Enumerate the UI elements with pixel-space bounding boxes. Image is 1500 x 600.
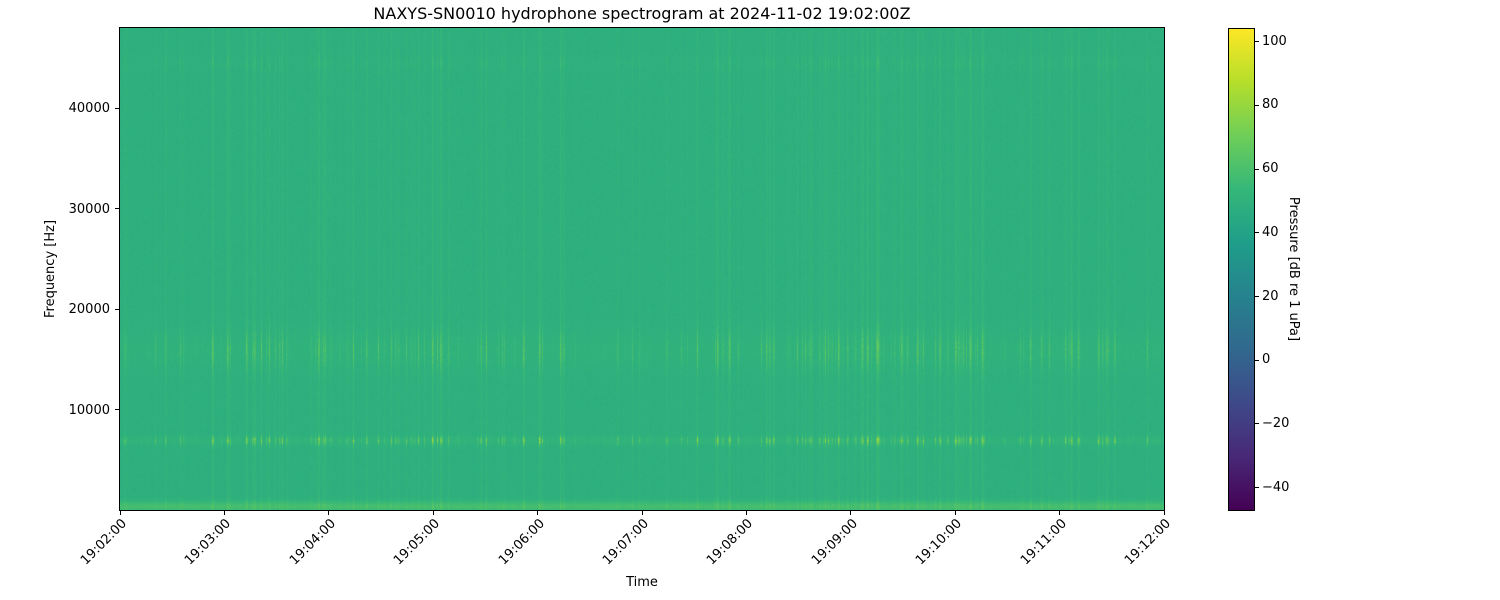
x-tick [119, 511, 121, 515]
x-tick [954, 511, 956, 515]
y-tick [115, 308, 119, 310]
colorbar-tick-label: 20 [1262, 288, 1279, 304]
plot-area [119, 27, 1165, 511]
colorbar-tick-label: 40 [1262, 224, 1279, 240]
y-tick [115, 107, 119, 109]
colorbar-tick [1255, 359, 1259, 361]
y-tick-label: 40000 [68, 101, 110, 117]
y-tick-label: 20000 [68, 302, 110, 318]
x-tick [328, 511, 330, 515]
colorbar-tick-label: 80 [1262, 97, 1279, 113]
colorbar-gradient [1228, 28, 1255, 511]
spectrogram-heatmap [120, 28, 1164, 510]
x-tick [641, 511, 643, 515]
x-tick [223, 511, 225, 515]
x-tick [745, 511, 747, 515]
x-tick [432, 511, 434, 515]
colorbar-tick [1255, 168, 1259, 170]
colorbar-tick [1255, 104, 1259, 106]
x-tick [1059, 511, 1061, 515]
colorbar-tick-label: −20 [1262, 415, 1290, 431]
y-tick-label: 10000 [68, 402, 110, 418]
colorbar-tick-label: 100 [1262, 33, 1287, 49]
colorbar-tick [1255, 423, 1259, 425]
colorbar-tick [1255, 487, 1259, 489]
colorbar-tick [1255, 41, 1259, 43]
x-tick-label: 19:02:00 [78, 516, 130, 569]
colorbar-label: Pressure [dB re 1 uPa] [1286, 196, 1301, 342]
x-tick [850, 511, 852, 515]
colorbar-tick-label: 0 [1262, 352, 1271, 368]
y-tick [115, 409, 119, 411]
colorbar-tick-label: 60 [1262, 161, 1279, 177]
x-tick [1163, 511, 1165, 515]
colorbar-tick [1255, 296, 1259, 298]
colorbar-tick-label: −40 [1262, 479, 1290, 495]
x-axis-label: Time [626, 575, 658, 590]
colorbar-tick [1255, 232, 1259, 234]
chart-title: NAXYS-SN0010 hydrophone spectrogram at 2… [373, 4, 911, 23]
y-tick [115, 208, 119, 210]
x-tick [537, 511, 539, 515]
y-tick-label: 30000 [68, 201, 110, 217]
